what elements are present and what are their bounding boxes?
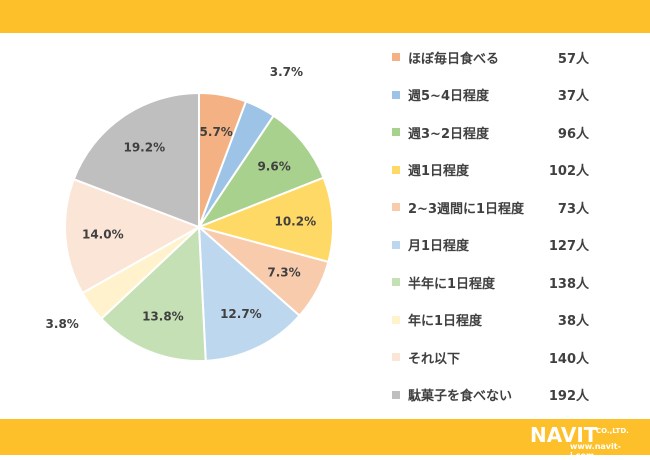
pie-slice <box>195 176 334 264</box>
slice-percent-label: 9.6% <box>257 159 290 173</box>
bottom-banner <box>0 419 650 455</box>
legend-count: 102人 <box>548 164 589 179</box>
slice-percent-label: 3.8% <box>46 317 79 331</box>
slice-percent-label: 3.7% <box>270 65 303 79</box>
legend-swatch <box>392 353 400 361</box>
legend-item: それ以下 140人 <box>392 346 632 368</box>
company-logo: NAVIT CO.,LTD. www.navit-j.com <box>530 423 642 460</box>
slice-percent-label: 12.7% <box>220 307 262 321</box>
legend-label: 2~3週間に1日程度 <box>408 201 525 217</box>
legend-item: 年に1日程度 38人 <box>392 309 632 331</box>
legend-count: 57人 <box>557 51 589 67</box>
legend-swatch <box>392 128 400 136</box>
legend-swatch <box>392 278 400 286</box>
legend-count: 192人 <box>548 389 589 404</box>
legend-label: 駄菓子を食べない <box>408 389 513 404</box>
legend-label: 週3~2日程度 <box>408 126 489 142</box>
legend-swatch <box>392 240 400 249</box>
pie-slice <box>197 224 301 362</box>
legend-count: 140人 <box>548 351 589 367</box>
legend-label: 週5~4日程度 <box>408 89 489 104</box>
legend-swatch <box>392 90 400 99</box>
legend-item: 2~3週間に1日程度 73人 <box>392 196 632 218</box>
legend-count: 38人 <box>557 314 589 329</box>
legend-swatch <box>392 390 400 399</box>
legend-item: ほぼ毎日食べる 57人 <box>392 46 632 68</box>
company-url: www.navit-j.com <box>570 442 621 460</box>
slice-percent-label: 5.7% <box>200 125 233 139</box>
legend-item: 駄菓子を食べない 192人 <box>392 384 632 406</box>
logo-suffix: CO.,LTD. <box>596 427 629 435</box>
legend-item: 週1日程度 102人 <box>392 159 632 181</box>
pie-slice <box>196 114 325 230</box>
legend-item: 半年に1日程度 138人 <box>392 271 632 293</box>
legend-swatch <box>392 315 400 324</box>
pie-slice <box>64 177 202 295</box>
legend-count: 96人 <box>557 126 589 142</box>
legend-label: それ以下 <box>408 351 461 367</box>
legend-swatch <box>392 203 400 211</box>
legend-swatch <box>392 53 400 61</box>
legend-swatch <box>392 165 400 174</box>
legend-label: 半年に1日程度 <box>408 276 496 292</box>
legend-count: 73人 <box>557 201 589 217</box>
logo-text: NAVIT <box>530 423 598 447</box>
slice-percent-label: 7.3% <box>267 266 300 280</box>
pie-slice <box>72 91 200 229</box>
slice-percent-label: 14.0% <box>82 227 124 241</box>
pie-slice <box>99 224 207 362</box>
top-banner <box>0 0 650 33</box>
pie-chart: 5.7% 3.7% 9.6% 10.2% 7.3% 12.7% 13.8% 3.8% 14.0%… <box>46 65 334 362</box>
legend-label: 月1日程度 <box>408 239 470 254</box>
legend-item: 週3~2日程度 96人 <box>392 121 632 143</box>
legend-count: 138人 <box>548 276 589 292</box>
slice-percent-label: 13.8% <box>142 310 184 324</box>
legend-label: ほぼ毎日食べる <box>408 51 500 67</box>
legend-label: 週1日程度 <box>408 164 470 179</box>
legend-label: 年に1日程度 <box>408 314 483 329</box>
legend-item: 週5~4日程度 37人 <box>392 84 632 106</box>
legend-item: 月1日程度 127人 <box>392 234 632 256</box>
slice-percent-label: 10.2% <box>274 215 316 229</box>
slice-percent-label: 19.2% <box>123 141 165 155</box>
legend-count: 127人 <box>548 239 589 254</box>
legend-count: 37人 <box>557 89 589 104</box>
